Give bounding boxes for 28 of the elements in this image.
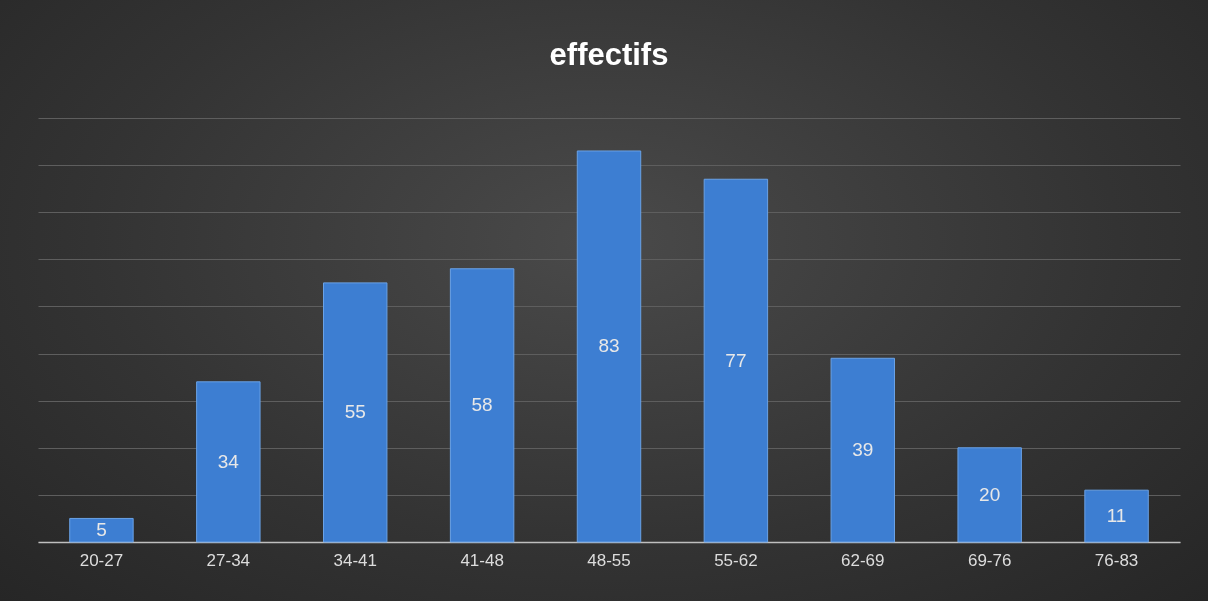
data-label: 77	[725, 349, 747, 371]
bar	[69, 517, 134, 543]
data-label: 58	[471, 394, 493, 416]
bar	[323, 282, 388, 543]
data-label: 5	[96, 519, 107, 541]
x-tick-label: 20-27	[79, 550, 124, 570]
data-label: 39	[852, 439, 874, 461]
x-tick-label: 48-55	[587, 550, 631, 570]
x-tick-label: 55-62	[714, 550, 758, 570]
x-tick-label: 41-48	[460, 550, 504, 570]
bar	[1084, 489, 1149, 543]
x-tick-label: 76-83	[1094, 550, 1139, 570]
data-label: 20	[979, 483, 1001, 505]
x-tick-label: 62-69	[841, 550, 885, 570]
bar	[703, 178, 769, 543]
data-label: 11	[1106, 505, 1127, 527]
bar	[196, 381, 261, 543]
bar	[576, 150, 642, 543]
x-tick-label: 27-34	[206, 550, 251, 570]
data-label: 83	[598, 335, 620, 357]
data-label: 55	[344, 401, 366, 423]
bar	[449, 268, 515, 543]
x-tick-label: 34-41	[333, 550, 377, 570]
bar	[957, 447, 1022, 543]
data-label: 34	[217, 450, 240, 472]
x-tick-label: 69-76	[967, 550, 1012, 570]
chart-title: effectifs	[549, 37, 669, 72]
bar	[830, 357, 895, 543]
